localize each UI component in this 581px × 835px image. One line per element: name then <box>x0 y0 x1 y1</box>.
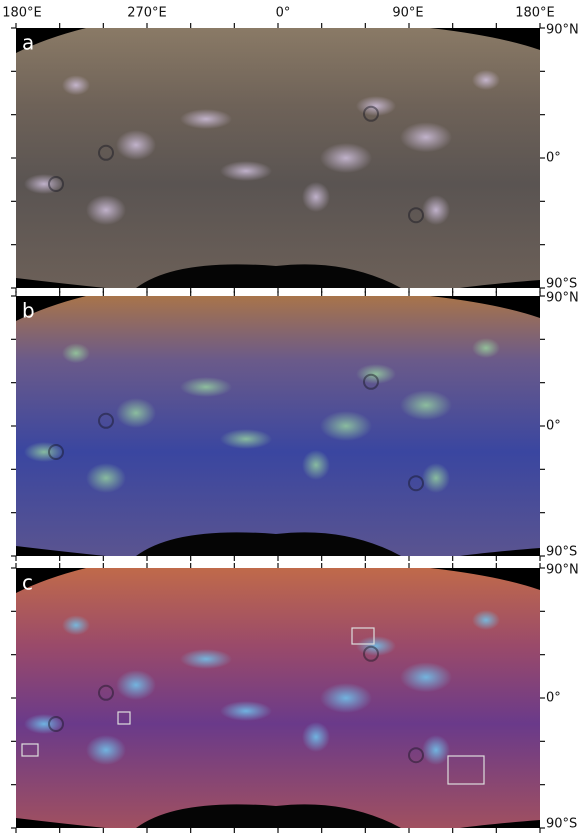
bright-spot <box>422 735 450 765</box>
bright-spot <box>220 429 272 449</box>
bright-spot <box>116 130 156 160</box>
bright-spot <box>320 683 372 713</box>
bright-spot <box>320 411 372 441</box>
latitude-label: 0° <box>546 151 561 166</box>
bright-spot <box>62 615 90 635</box>
page: {"header": {"longitude_labels": ["180°E"… <box>0 0 581 835</box>
latitude-label: 90°S <box>546 545 577 560</box>
bright-spot <box>86 463 126 493</box>
latitude-label: 90°N <box>546 23 579 38</box>
bright-spot <box>180 377 232 397</box>
longitude-label: 180°E <box>2 6 42 21</box>
longitude-label: 90°E <box>392 6 423 21</box>
bright-spot <box>220 161 272 181</box>
bright-spot <box>302 182 330 212</box>
map-panel <box>16 568 540 828</box>
bright-spot <box>472 70 500 90</box>
bright-spot <box>62 343 90 363</box>
longitude-label: 0° <box>276 6 291 21</box>
map-panel <box>16 296 540 556</box>
panel-letter: a <box>22 31 34 55</box>
bright-spot <box>356 364 396 384</box>
bright-spot <box>356 636 396 656</box>
longitude-label: 270°E <box>127 6 167 21</box>
bright-spot <box>422 463 450 493</box>
bright-spot <box>400 122 452 152</box>
bright-spot <box>472 338 500 358</box>
longitude-label: 180°E <box>515 6 555 21</box>
figure: 180°E 270°E 0° 90°E 180°E a 90°N 0° 90°S b 90°N 0° 9… <box>0 0 581 835</box>
bright-spot <box>302 450 330 480</box>
latitude-label: 0° <box>546 419 561 434</box>
bright-spot <box>86 195 126 225</box>
panel-letter: c <box>22 571 33 595</box>
latitude-label: 90°N <box>546 563 579 578</box>
latitude-label: 0° <box>546 691 561 706</box>
bright-spot <box>180 109 232 129</box>
bright-spot <box>220 701 272 721</box>
bright-spot <box>116 670 156 700</box>
bright-spot <box>400 662 452 692</box>
bright-spot <box>472 610 500 630</box>
bright-spot <box>86 735 126 765</box>
latitude-label: 90°S <box>546 817 577 832</box>
bright-spot <box>356 96 396 116</box>
bright-spot <box>320 143 372 173</box>
bright-spot <box>302 722 330 752</box>
bright-spot <box>116 398 156 428</box>
latitude-label: 90°S <box>546 277 577 292</box>
latitude-label: 90°N <box>546 291 579 306</box>
bright-spot <box>422 195 450 225</box>
bright-spot <box>180 649 232 669</box>
bright-spot <box>400 390 452 420</box>
panel-letter: b <box>22 299 35 323</box>
map-panel <box>16 28 540 288</box>
bright-spot <box>62 75 90 95</box>
